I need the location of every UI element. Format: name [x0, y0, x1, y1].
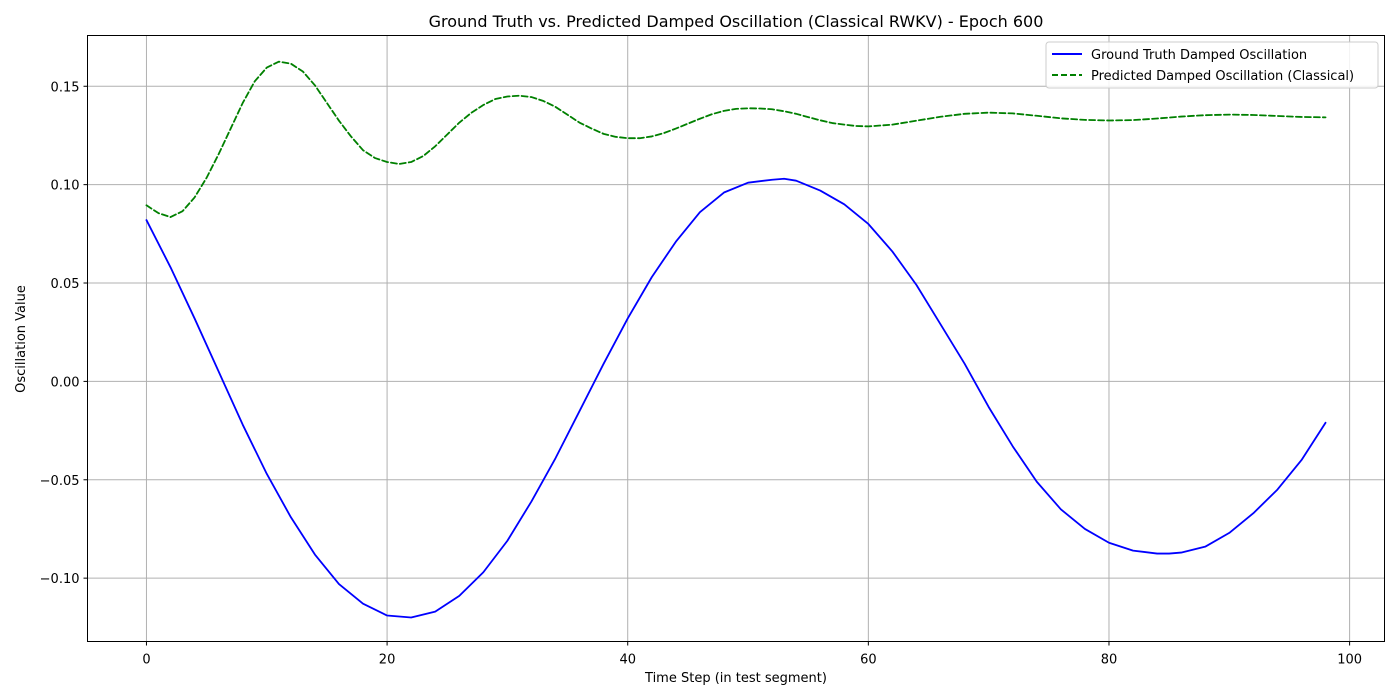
- x-tick-label: 0: [142, 653, 150, 668]
- legend-box: [1045, 41, 1379, 89]
- plot-area-frame: [87, 35, 1385, 642]
- x-tick-label: 40: [619, 653, 636, 668]
- x-tick-label: 100: [1337, 653, 1362, 668]
- x-tick-label: 60: [860, 653, 877, 668]
- legend: Ground Truth Damped Oscillation Predicte…: [1045, 41, 1379, 89]
- legend-label-ground-truth: Ground Truth Damped Oscillation: [1091, 48, 1307, 63]
- grid-lines: [87, 35, 1385, 642]
- chart-title: Ground Truth vs. Predicted Damped Oscill…: [429, 12, 1044, 31]
- y-axis-label: Oscillation Value: [14, 285, 29, 393]
- series-predicted-line: [145, 60, 1327, 219]
- x-tick-label: 80: [1101, 653, 1118, 668]
- y-tick-label: −0.10: [40, 572, 80, 587]
- x-axis-ticks: 0 20 40 60 80 100: [142, 641, 1362, 668]
- y-tick-label: 0.15: [51, 80, 80, 95]
- y-axis-ticks: −0.10 −0.05 0.00 0.05 0.10 0.15: [40, 80, 88, 587]
- series-lines: [145, 60, 1327, 619]
- y-tick-label: 0.05: [51, 277, 80, 292]
- y-tick-label: −0.05: [40, 474, 80, 489]
- x-axis-label: Time Step (in test segment): [644, 671, 827, 686]
- y-tick-label: 0.10: [51, 179, 80, 194]
- legend-label-predicted: Predicted Damped Oscillation (Classical): [1091, 69, 1354, 84]
- x-tick-label: 20: [379, 653, 396, 668]
- series-ground-truth-line: [145, 177, 1327, 619]
- y-tick-label: 0.00: [51, 375, 80, 390]
